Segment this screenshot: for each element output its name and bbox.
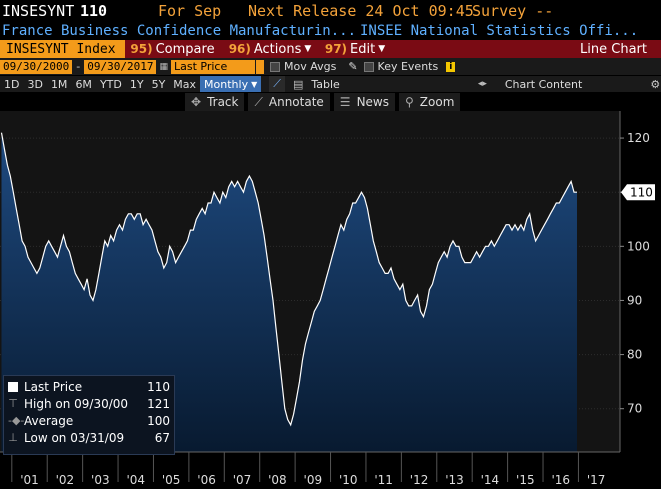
track-button[interactable]: ✥ Track (185, 93, 245, 111)
frequency-select[interactable]: Monthly ▼ (200, 76, 262, 92)
info-icon[interactable]: i (446, 61, 456, 72)
caret-down-icon: ▼ (378, 44, 386, 54)
chart-tools: ✥ Track ⟋ Annotate ☰ News ⚲ Zoom (0, 93, 661, 111)
x-tick-label: '02 (56, 473, 75, 487)
x-axis: '01 '02 '03 '04 '05 '06 '07 '08 '09 '10 '11 '12 '13 '… (0, 451, 620, 487)
end-date-field[interactable]: 09/30/2017 (84, 59, 157, 74)
legend-high: ⊤ High on 09/30/00 121 (8, 396, 170, 411)
period-5y[interactable]: 5Y (151, 77, 166, 91)
data-source: INSEE National Statistics Offi... (360, 23, 639, 39)
table-button[interactable]: Table (311, 77, 340, 91)
legend-last-price: Last Price 110 (8, 378, 170, 395)
price-line (0, 132, 577, 427)
period-1y[interactable]: 1Y (129, 77, 144, 91)
mov-avgs-checkbox[interactable] (269, 61, 280, 72)
period-1d[interactable]: 1D (4, 77, 20, 91)
date-separator: - (76, 60, 81, 73)
date-range-bar: 09/30/2000 - 09/30/2017 ▦ Last Price Mov… (0, 58, 661, 75)
legend: Last Price 110 ⊤ High on 09/30/00 121 -◆… (3, 375, 175, 455)
zoom-button[interactable]: ⚲ Zoom (399, 93, 461, 111)
period-ytd[interactable]: YTD (99, 77, 122, 91)
calendar-icon[interactable]: ▦ (159, 61, 168, 72)
x-tick-label: '09 (304, 473, 323, 487)
x-tick-label: '01 (20, 473, 39, 487)
chart-content-button[interactable]: Chart Content (504, 77, 583, 91)
last-value: 110 (80, 2, 108, 20)
compare-button[interactable]: 95) Compare (130, 41, 215, 57)
high-marker-icon: ⊤ (8, 397, 18, 410)
y-axis: 70 80 90 100 110 120 (619, 111, 650, 452)
last-value-tag: 110 (621, 184, 655, 201)
magnifier-icon: ⚲ (405, 95, 414, 109)
price-field-dropdown[interactable] (255, 59, 264, 74)
x-tick-label: '15 (516, 473, 535, 487)
x-tick-label: '14 (481, 473, 500, 487)
news-icon: ☰ (339, 95, 351, 109)
x-tick-label: '17 (587, 473, 606, 487)
x-tick-label: '11 (374, 473, 393, 487)
for-period: For Sep (158, 2, 222, 20)
collapse-icon[interactable]: ◂▸ (477, 79, 487, 89)
period-6m[interactable]: 6M (75, 77, 92, 91)
x-tick-label: '05 (162, 473, 181, 487)
next-release: Next Release 24 Oct 09:45 (248, 2, 474, 20)
edit-button[interactable]: 97) Edit ▼ (324, 41, 386, 57)
actions-button[interactable]: 96) Actions ▼ (228, 41, 312, 57)
period-max[interactable]: Max (173, 77, 197, 91)
gear-icon[interactable]: ⚙ (650, 77, 661, 91)
x-tick-label: '07 (233, 473, 252, 487)
y-tick-label: 120 (627, 131, 650, 145)
x-tick-label: '10 (339, 473, 358, 487)
news-button[interactable]: ☰ News (333, 93, 395, 111)
key-events-checkbox[interactable] (363, 61, 374, 72)
annotate-button[interactable]: ⟋ Annotate (248, 93, 330, 111)
x-tick-label: '08 (268, 473, 287, 487)
description-bar: France Business Confidence Manufacturin.… (0, 22, 661, 40)
security-description: France Business Confidence Manufacturin.… (2, 23, 357, 39)
x-tick-label: '04 (126, 473, 145, 487)
ticker-field[interactable]: INSESYNT Index (0, 40, 125, 58)
crosshair-icon: ✥ (191, 95, 202, 109)
key-events-label: Key Events (377, 60, 439, 73)
last-value-text: 110 (630, 186, 653, 200)
price-area (1, 132, 577, 452)
last-value-badge (621, 184, 655, 201)
start-date-field[interactable]: 09/30/2000 (0, 59, 73, 74)
annotate-icon: ⟋ (254, 94, 263, 109)
period-bar: 1D 3D 1M 6M YTD 1Y 5Y Max Monthly ▼ ⟋ ▤ T… (0, 76, 661, 92)
legend-low: ⊥ Low on 03/31/09 67 (8, 430, 170, 445)
y-tick-label: 100 (627, 239, 650, 253)
x-tick-label: '03 (91, 473, 110, 487)
y-tick-label: 70 (627, 402, 642, 416)
average-marker-icon: -◆- (8, 414, 25, 427)
legend-average: -◆- Average 100 (8, 413, 170, 428)
pencil-icon[interactable]: ✎ (348, 60, 358, 73)
x-tick-label: '13 (445, 473, 464, 487)
period-1m[interactable]: 1M (50, 77, 68, 91)
survey: Survey -- (472, 2, 554, 20)
x-tick-label: '06 (197, 473, 216, 487)
function-toolbar: INSESYNT Index 95) Compare 96) Actions ▼ 97… (0, 40, 661, 58)
header-bar: INSESYNT 110 For Sep Next Release 24 Oct… (0, 0, 661, 22)
low-marker-icon: ⊥ (8, 431, 18, 444)
mov-avgs-label: Mov Avgs (283, 60, 337, 73)
price-field-select[interactable]: Last Price (170, 59, 255, 74)
chart-type-label[interactable]: Line Chart (580, 41, 647, 57)
x-tick-label: '12 (410, 473, 429, 487)
period-3d[interactable]: 3D (27, 77, 43, 91)
y-tick-label: 80 (627, 348, 642, 362)
ticker-symbol: INSESYNT (2, 2, 75, 20)
caret-down-icon: ▼ (251, 79, 258, 89)
legend-swatch (8, 381, 18, 392)
x-tick-label: '16 (551, 473, 570, 487)
line-chart-icon[interactable]: ⟋ (269, 76, 285, 92)
table-icon: ▤ (292, 77, 304, 91)
y-tick-label: 90 (627, 293, 642, 307)
caret-down-icon: ▼ (304, 44, 312, 54)
